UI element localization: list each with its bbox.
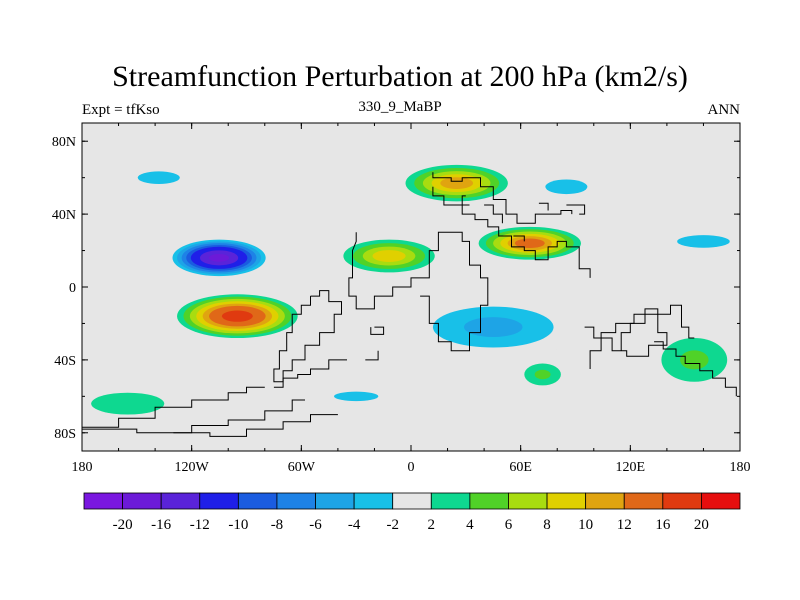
colorbar-label: -4 [348, 517, 361, 533]
colorbar-swatch [160, 492, 201, 510]
colorbar-label: -6 [309, 517, 322, 533]
coastline-segment [173, 414, 338, 437]
colorbar-swatch [508, 492, 548, 510]
y-tick-label: 40S [54, 354, 76, 369]
colorbar-label: 12 [617, 517, 632, 533]
colorbar-swatch [83, 492, 123, 510]
coastline-segment [432, 172, 573, 224]
contour-level [333, 391, 379, 402]
field-feature [122, 166, 196, 189]
colorbar-label: 8 [543, 517, 551, 533]
contour-level [377, 251, 401, 261]
coastline-segment [348, 231, 489, 352]
colorbar-swatch [315, 492, 355, 510]
field-feature [529, 174, 603, 200]
contour-level [545, 179, 588, 195]
colorbar-label: -20 [113, 517, 133, 533]
subtitle-right: ANN [707, 102, 741, 118]
colorbar-swatch [122, 492, 162, 510]
field-feature [91, 392, 165, 415]
contour-level [677, 235, 730, 248]
field-feature [405, 164, 508, 202]
x-tick-label: 60W [288, 460, 316, 475]
coastline-segment [484, 204, 503, 224]
chart-title: Streamfunction Perturbation at 200 hPa (… [112, 60, 688, 93]
coastline-segment [370, 326, 385, 335]
colorbar-label: 4 [466, 517, 474, 533]
colorbar-label: -16 [151, 517, 171, 533]
contour-level [534, 369, 551, 380]
y-tick-label: 40N [52, 208, 76, 223]
coastline-segment [620, 304, 695, 351]
colorbar-label: 6 [505, 517, 513, 533]
colorbar-swatch [353, 492, 394, 510]
coastline-segment [538, 202, 549, 211]
contour-level [209, 253, 230, 262]
x-tick-label: 120E [616, 460, 646, 475]
colorbar-label: 2 [428, 517, 436, 533]
field-feature [478, 226, 581, 260]
colorbar-swatch [469, 492, 509, 510]
subtitle-left: Expt = tfKso [82, 102, 160, 118]
x-tick-label: 0 [408, 460, 415, 475]
colorbar: -20 -16 -12 -10 -8 -6 -4 -2 2 4 6 8 10 12 16 20 [83, 492, 741, 533]
coastline-segment [82, 399, 305, 434]
field-feature [167, 237, 271, 278]
contour-level [680, 350, 709, 370]
colorbar-label: 10 [578, 517, 593, 533]
colorbar-label: 20 [694, 517, 709, 533]
y-tick-label: 0 [69, 281, 76, 296]
contour-level [106, 397, 149, 410]
coastline-segment [654, 341, 737, 397]
colorbar-swatch [392, 492, 432, 510]
x-tick-label: 120W [175, 460, 210, 475]
contour-fields [91, 164, 740, 415]
x-tick-label: 180 [730, 460, 751, 475]
colorbar-swatch [430, 492, 471, 510]
coastline-segment [432, 186, 591, 278]
axis-ticks: 180 120W 60W 0 60E 120E 180 80N 40N 0 40S 80S [52, 123, 751, 475]
coastline-segment [461, 195, 470, 206]
colorbar-label: -8 [271, 517, 284, 533]
field-feature [524, 363, 561, 386]
contour-level [225, 311, 250, 321]
colorbar-swatch [585, 492, 625, 510]
coastline-segment [566, 204, 586, 215]
colorbar-swatch [662, 492, 702, 510]
colorbar-swatch [276, 492, 316, 510]
contour-level [518, 239, 542, 247]
y-tick-label: 80S [54, 427, 76, 442]
colorbar-swatch [701, 492, 741, 510]
contour-level [137, 171, 180, 184]
colorbar-swatch [199, 492, 239, 510]
colorbar-label: 16 [655, 517, 671, 533]
colorbar-swatch [623, 492, 664, 510]
x-tick-label: 60E [509, 460, 532, 475]
colorbar-label: -10 [228, 517, 248, 533]
field-feature [401, 296, 585, 359]
coastline-segment [513, 235, 525, 242]
colorbar-swatch [546, 492, 587, 510]
field-feature [177, 294, 298, 339]
coastline-segment [82, 386, 265, 428]
colorbar-label: -2 [386, 517, 399, 533]
colorbar-label: -12 [190, 517, 210, 533]
x-tick-label: 180 [72, 460, 93, 475]
coastline-segment [273, 290, 342, 383]
colorbar-swatch [237, 492, 278, 510]
field-feature [657, 230, 740, 253]
contour-level [464, 317, 523, 338]
field-feature [661, 338, 728, 382]
contour-level [444, 178, 469, 188]
coastlines [82, 172, 737, 437]
field-feature [343, 239, 435, 273]
field-feature [304, 385, 408, 408]
coastline-segment [584, 313, 668, 369]
y-tick-label: 80N [52, 135, 76, 150]
coastline-segment [273, 359, 347, 388]
subtitle-center: 330_9_MaBP [358, 99, 442, 115]
coastline-segment [365, 350, 379, 361]
